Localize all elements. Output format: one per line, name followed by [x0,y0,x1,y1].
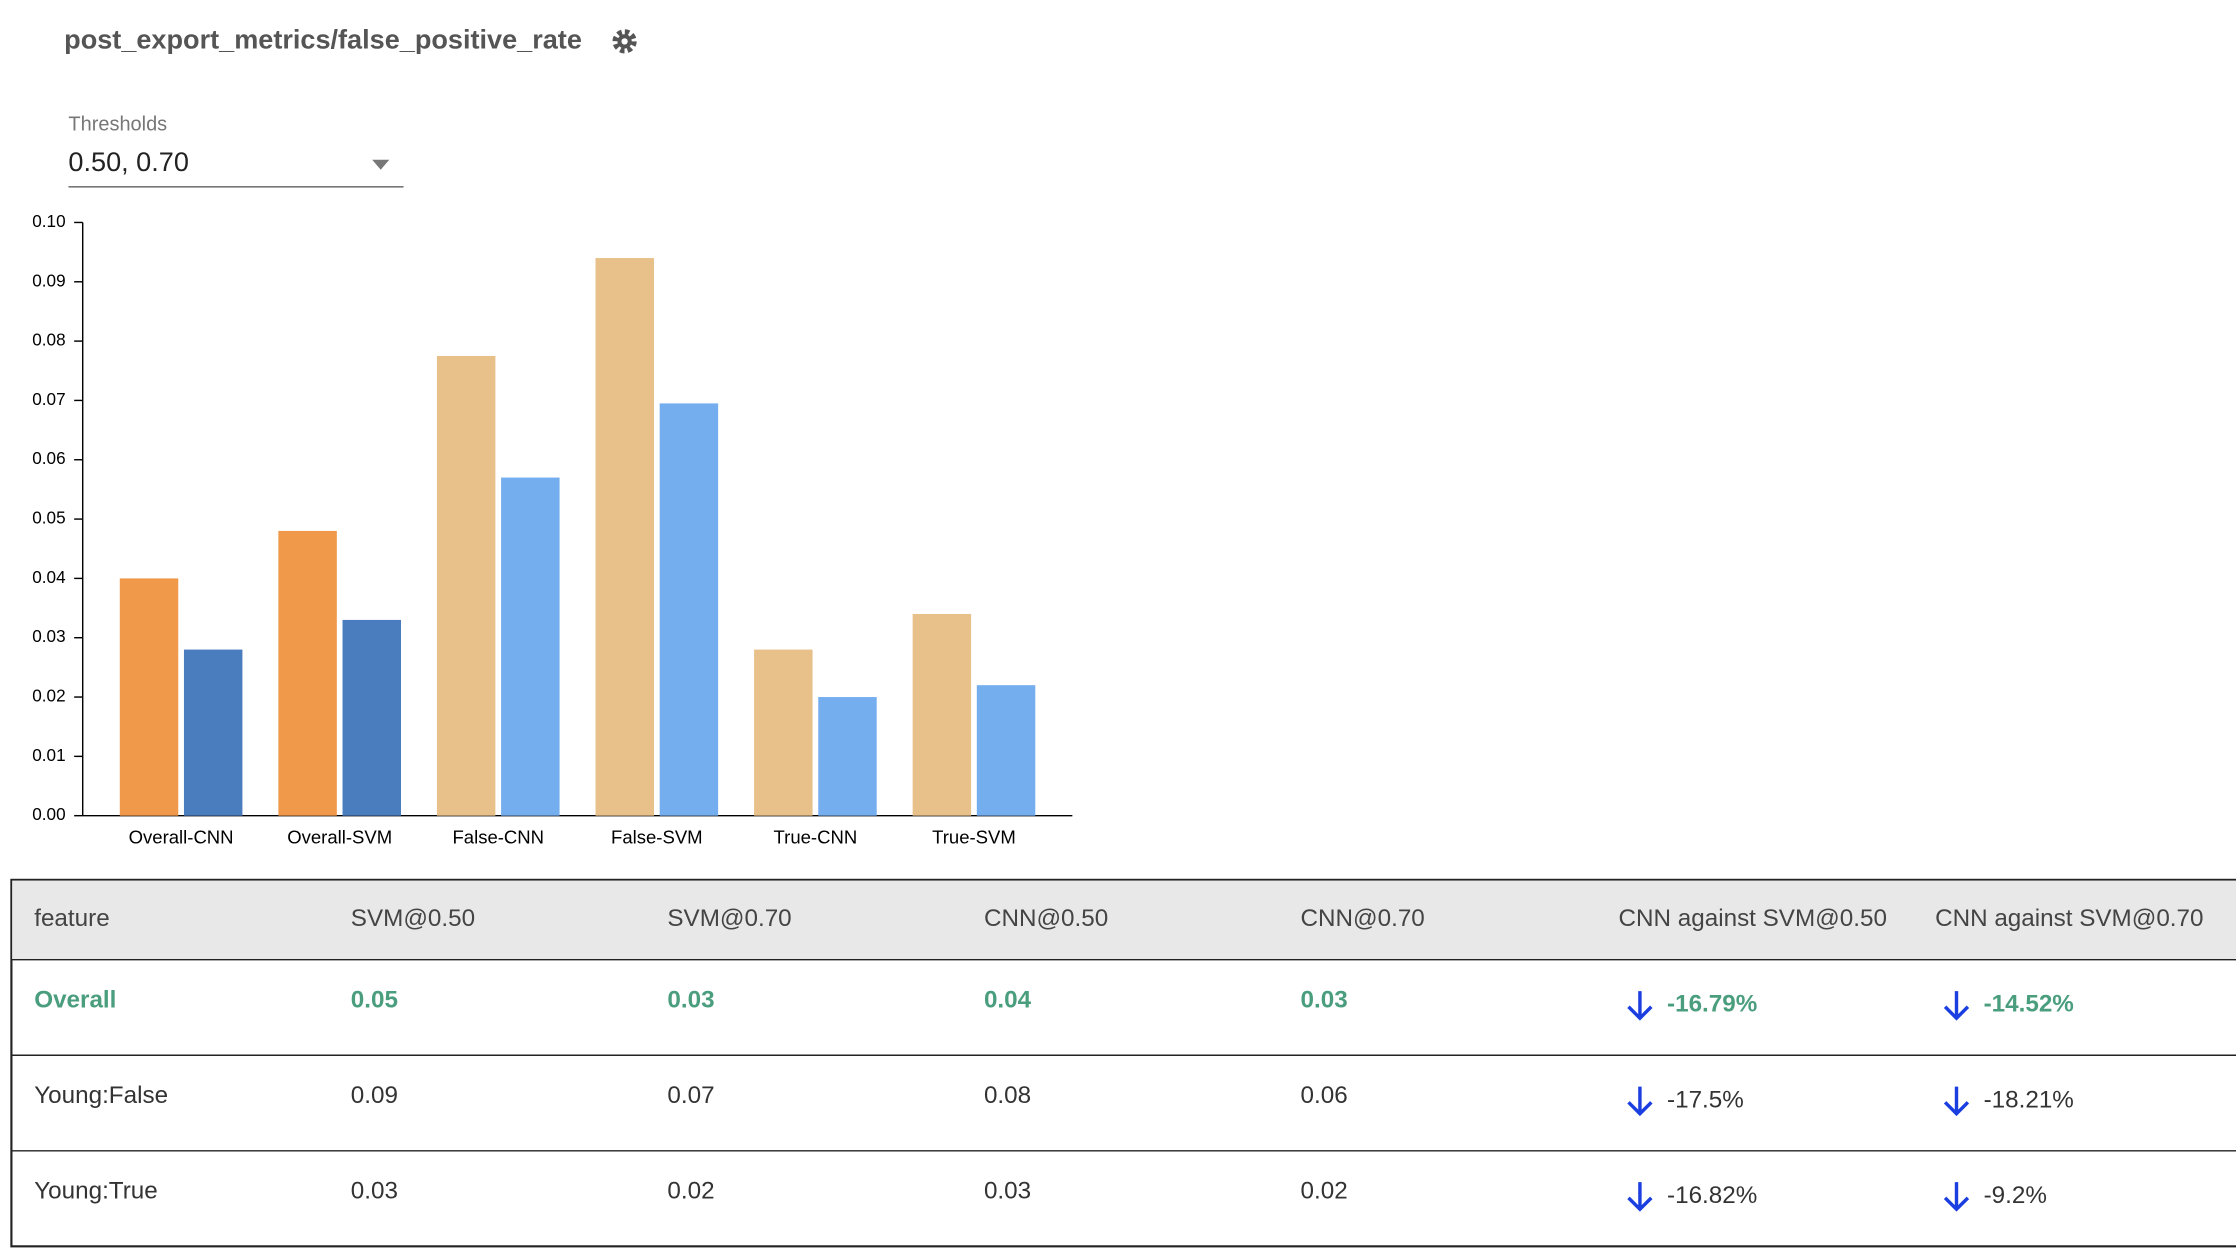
bar [436,355,496,816]
y-tick-label: 0.01 [32,746,65,765]
table-cell: Young:False [34,1082,168,1109]
table-cell: Young:True [34,1178,158,1205]
y-tick-label: 0.00 [32,805,65,824]
table-header-cell: CNN@0.50 [984,905,1108,932]
bar [278,530,337,816]
down-arrow-icon [1627,1182,1653,1212]
table-header-bg [12,880,2236,961]
x-tick-label: False-SVM [611,826,703,847]
x-tick-label: Overall-CNN [129,826,234,847]
bar [342,619,401,816]
threshold-label: Thresholds [68,114,167,136]
table-header-cell: feature [34,905,109,932]
bar [754,649,813,816]
table-header-cell: CNN against SVM@0.70 [1935,905,2203,932]
table-cell: 0.02 [667,1178,714,1205]
y-tick-label: 0.07 [32,390,65,409]
table-cell: 0.03 [1301,986,1348,1013]
bar [818,697,877,816]
table-border [10,878,2236,1248]
table-cell: Overall [34,986,116,1013]
down-arrow-icon [1943,1086,1970,1117]
threshold-value[interactable]: 0.50, 0.70 [68,146,188,177]
bar [119,578,179,816]
bar [183,649,243,816]
table-cell: 0.03 [667,986,714,1013]
table-cell: 0.03 [351,1178,398,1205]
bar [501,477,560,816]
down-arrow-icon [1627,991,1653,1021]
y-tick-label: 0.10 [32,212,65,231]
x-tick-label: False-CNN [452,826,544,847]
y-tick-label: 0.09 [32,271,65,290]
table-cell: -17.5% [1667,1086,1744,1113]
table-cell: 0.03 [984,1178,1031,1205]
table-cell: -18.21% [1984,1086,2074,1113]
table-header-cell: CNN against SVM@0.50 [1619,905,1887,932]
x-tick-label: True-SVM [932,826,1016,847]
table-cell: -9.2% [1984,1182,2047,1209]
table-cell: 0.05 [351,986,398,1013]
down-arrow-icon [1627,1086,1653,1117]
table-cell: -16.79% [1667,991,1757,1018]
dropdown-arrow[interactable] [372,159,390,170]
bar [595,258,654,816]
settings-icon[interactable] [612,29,637,54]
bar [912,613,972,816]
x-tick-label: Overall-SVM [287,826,392,847]
table-cell: 0.07 [667,1082,714,1109]
bar [659,403,719,816]
table-cell: 0.09 [351,1082,398,1109]
y-tick-label: 0.03 [32,627,65,646]
title: post_export_metrics/false_positive_rate [64,24,582,55]
down-arrow-icon [1943,991,1970,1021]
table-header-cell: SVM@0.70 [667,905,791,932]
table-cell: 0.06 [1301,1082,1348,1109]
y-tick-label: 0.05 [32,509,65,528]
table-cell: -16.82% [1667,1182,1757,1209]
table-cell: 0.02 [1301,1178,1348,1205]
y-tick-label: 0.04 [32,568,66,587]
bar [976,685,1036,816]
table-header-cell: CNN@0.70 [1301,905,1425,932]
y-tick-label: 0.06 [32,449,65,468]
table-header-cell: SVM@0.50 [351,905,475,932]
y-tick-label: 0.08 [32,331,65,350]
x-tick-label: True-CNN [774,826,858,847]
down-arrow-icon [1943,1182,1970,1212]
table-cell: 0.08 [984,1082,1031,1109]
y-tick-label: 0.02 [32,687,65,706]
table-cell: 0.04 [984,986,1032,1013]
table-cell: -14.52% [1984,991,2074,1018]
